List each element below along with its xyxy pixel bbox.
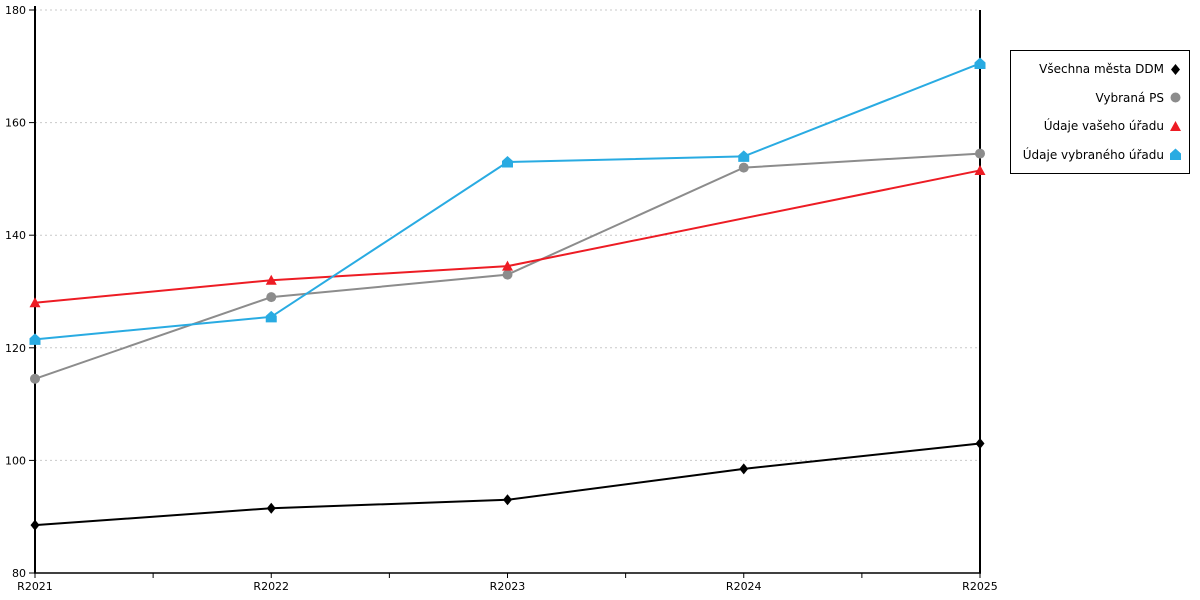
data-point: [265, 274, 277, 285]
series-line-3: [34, 62, 981, 341]
legend-label: Údaje vašeho úřadu: [1043, 119, 1164, 134]
x-axis-label: R2021: [17, 580, 53, 593]
circle-marker-icon: [1170, 92, 1181, 103]
data-point: [739, 463, 749, 475]
data-point: [502, 260, 513, 271]
data-point: [265, 310, 277, 323]
series-line-0: [34, 442, 981, 527]
data-point: [30, 519, 40, 531]
legend-label: Vybraná PS: [1095, 90, 1164, 105]
data-point: [974, 164, 986, 175]
pentagon-marker-icon: [1170, 148, 1181, 161]
data-point: [502, 269, 513, 280]
data-point: [503, 494, 512, 506]
y-axis-label: 180: [5, 4, 26, 17]
data-point: [974, 57, 986, 69]
diamond-marker-icon: [1171, 63, 1180, 75]
data-point: [266, 292, 277, 303]
legend-item-udaje-vybraneho-uradu: Údaje vybraného úřadu: [1015, 148, 1182, 162]
x-axis-label: R2022: [253, 580, 289, 593]
data-point: [502, 156, 513, 168]
legend-item-udaje-vaseho-uradu: Údaje vašeho úřadu: [1015, 119, 1182, 133]
data-point: [266, 502, 276, 514]
x-axis-label: R2025: [962, 580, 998, 593]
data-point: [738, 150, 750, 162]
y-axis-label: 80: [12, 567, 26, 580]
y-axis-label: 140: [5, 229, 26, 242]
y-axis-label: 120: [5, 342, 26, 355]
data-point: [975, 148, 985, 159]
data-point: [738, 162, 749, 173]
legend-label: Údaje vybraného úřadu: [1022, 147, 1164, 162]
chart-legend: Všechna města DDM Vybraná PS Údaje vašeh…: [1010, 50, 1190, 174]
data-point: [29, 333, 41, 345]
y-axis-label: 160: [5, 117, 26, 130]
data-point: [29, 297, 41, 308]
data-point: [975, 438, 985, 450]
x-axis-label: R2023: [490, 580, 526, 593]
series-line-2: [34, 169, 981, 304]
legend-item-vybrana-ps: Vybraná PS: [1015, 91, 1182, 105]
y-axis-label: 100: [5, 454, 26, 467]
legend-item-vsechna-mesta-ddm: Všechna města DDM: [1015, 62, 1182, 76]
triangle-marker-icon: [1170, 120, 1181, 131]
legend-label: Všechna města DDM: [1039, 62, 1164, 77]
data-point: [30, 373, 40, 384]
x-axis-label: R2024: [726, 580, 762, 593]
